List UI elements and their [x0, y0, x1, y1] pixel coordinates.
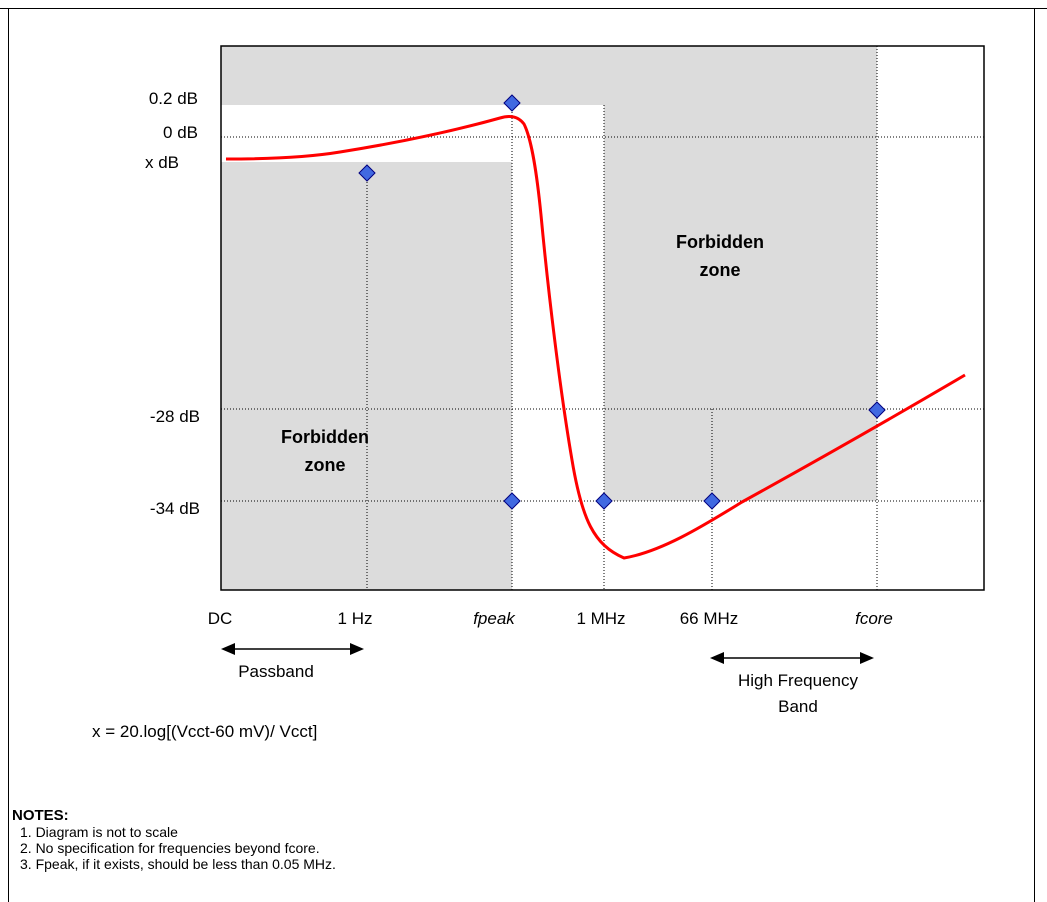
- formula-text: x = 20.log[(Vcct-60 mV)/ Vcct]: [92, 722, 318, 741]
- frame-top-border: [0, 8, 1047, 9]
- lower-zone-label-line2: zone: [304, 455, 345, 475]
- x-label-fcore: fcore: [855, 609, 893, 628]
- forbidden-zone-lower: [221, 162, 512, 590]
- forbidden-zone-upper-top: [221, 46, 877, 105]
- y-label-minus34db: -34 dB: [150, 499, 200, 518]
- frequency-response-diagram: 0.2 dB 0 dB x dB -28 dB -34 dB DC 1 Hz f…: [145, 45, 985, 716]
- passband-arrow: [221, 643, 364, 655]
- note-item-3: 3. Fpeak, if it exists, should be less t…: [20, 856, 336, 872]
- upper-zone-label-line2: zone: [699, 260, 740, 280]
- y-label-0-2db: 0.2 dB: [149, 89, 198, 108]
- y-label-minus28db: -28 dB: [150, 407, 200, 426]
- lower-zone-label-line1: Forbidden: [281, 427, 369, 447]
- passband-label: Passband: [238, 662, 314, 681]
- marker-fcore-minus28db: [868, 401, 886, 419]
- notes-section: NOTES: 1. Diagram is not to scale 2. No …: [12, 807, 336, 873]
- x-label-fpeak: fpeak: [473, 609, 516, 628]
- forbidden-zone-upper-right: [604, 105, 877, 501]
- high-frequency-band-arrow: [710, 652, 874, 664]
- x-label-1mhz: 1 MHz: [576, 609, 625, 628]
- marker-fpeak-0-2db: [503, 94, 521, 112]
- note-item-1: 1. Diagram is not to scale: [20, 824, 178, 840]
- response-curve: [225, 114, 966, 560]
- note-item-2: 2. No specification for frequencies beyo…: [20, 840, 320, 856]
- markers: [358, 94, 886, 510]
- marker-1mhz-minus34db: [595, 492, 613, 510]
- x-label-dc: DC: [208, 609, 233, 628]
- marker-66mhz-minus34db: [703, 492, 721, 510]
- marker-1hz-xdb: [358, 164, 376, 182]
- high-frequency-band-label-line2: Band: [778, 697, 818, 716]
- x-label-1hz: 1 Hz: [338, 609, 373, 628]
- y-label-0db: 0 dB: [163, 123, 198, 142]
- notes-title: NOTES:: [12, 807, 69, 824]
- x-label-66mhz: 66 MHz: [680, 609, 739, 628]
- high-frequency-band-label-line1: High Frequency: [738, 671, 859, 690]
- upper-zone-label-line1: Forbidden: [676, 232, 764, 252]
- frame-left-border: [8, 8, 9, 902]
- frame-right-border: [1034, 8, 1035, 902]
- marker-fpeak-minus34db: [503, 492, 521, 510]
- plot-border: [220, 45, 985, 591]
- y-label-xdb: x dB: [145, 153, 179, 172]
